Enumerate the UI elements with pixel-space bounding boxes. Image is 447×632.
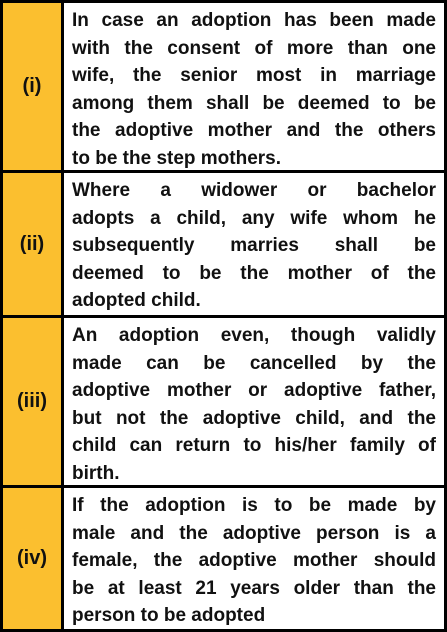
text-line: but not the adoptive child, and the [72, 407, 436, 429]
text-line: male and the adoptive person is a [72, 522, 436, 544]
table-row: (iii) An adoption even, though validly mad… [3, 318, 444, 488]
text-line: birth. [72, 462, 120, 484]
text-line: subsequently marries shall be [72, 235, 436, 256]
row-text: In case an adoption has been made with th… [64, 3, 444, 170]
text-line: adopted child. [72, 290, 201, 311]
text-line: female, the adoptive mother should [72, 550, 436, 571]
text-line: with the consent of more than one [72, 37, 436, 59]
text-line: adoptive mother or adoptive father, [72, 380, 436, 401]
text-line: to be the step mothers. [72, 147, 282, 169]
table-row: (iv) If the adoption is to be made by male… [3, 488, 444, 629]
text-line: child can return to his/her family of [72, 435, 436, 456]
row-text: If the adoption is to be made by male and… [64, 488, 444, 629]
text-line: the adoptive mother and the others [72, 120, 436, 141]
text-line: An adoption even, though validly [72, 325, 436, 346]
table-row: (ii) Where a widower or bachelor adopts a … [3, 173, 444, 318]
row-label: (iv) [3, 488, 64, 629]
text-line: person to be adopted [72, 605, 266, 626]
table-row: (i) In case an adoption has been made with… [3, 3, 444, 173]
text-line: among them shall be deemed to be [72, 92, 436, 114]
row-text: An adoption even, though validly made can… [64, 318, 444, 485]
row-label: (i) [3, 3, 64, 170]
text-line: adopts a child, any wife whom he [72, 207, 436, 229]
text-line: wife, the senior most in marriage [72, 65, 436, 86]
text-line: Where a widower or bachelor [72, 180, 436, 201]
row-text: Where a widower or bachelor adopts a chil… [64, 173, 444, 315]
text-line: If the adoption is to be made by [72, 495, 436, 516]
text-line: In case an adoption has been made [72, 10, 436, 31]
text-line: made can be cancelled by the [72, 352, 436, 374]
row-label: (iii) [3, 318, 64, 485]
text-line: deemed to be the mother of the [72, 262, 436, 284]
text-line: be at least 21 years older than the [72, 577, 436, 599]
row-label: (ii) [3, 173, 64, 315]
